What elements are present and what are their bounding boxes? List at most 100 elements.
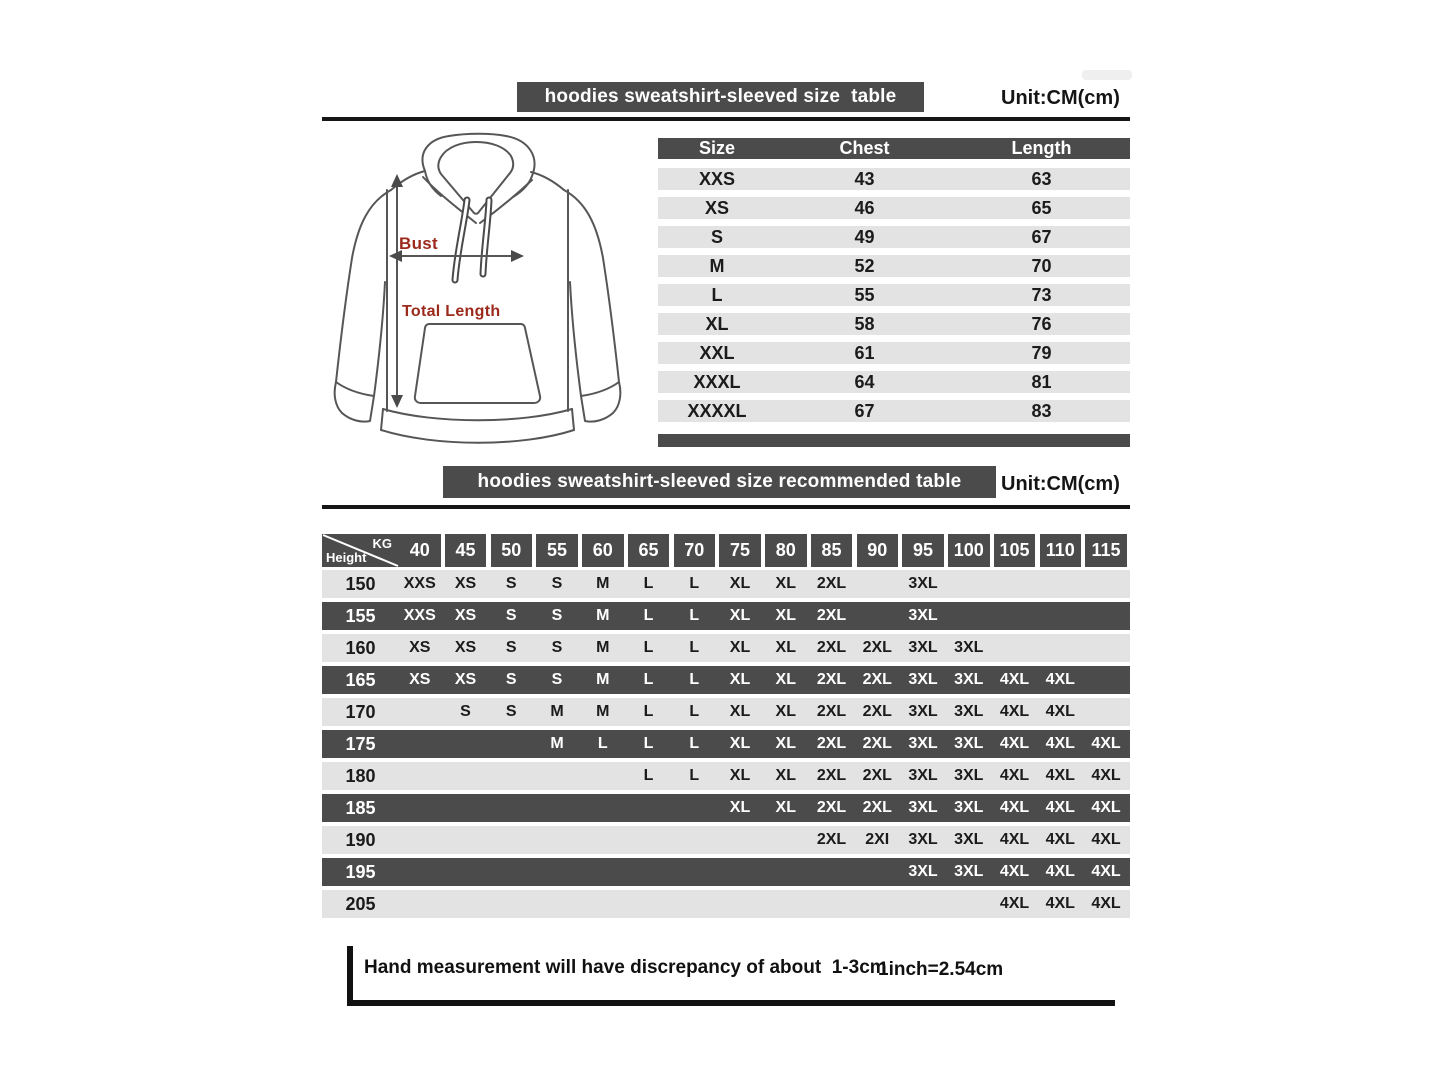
recommended-size-cell: S [460, 703, 471, 720]
recommended-size-cell: 3XL [908, 639, 938, 656]
height-label: 170 [345, 702, 376, 722]
recommended-size-cell: 4XL [1045, 863, 1075, 880]
recommended-size-cell: XL [729, 703, 751, 720]
weight-column-45: 45 [444, 534, 487, 567]
recommended-size-cell: 3XL [908, 671, 938, 688]
length-cell: 83 [1031, 401, 1052, 421]
recommended-size-cell: 2XL [816, 735, 847, 752]
recommended-size-cell: S [505, 671, 517, 688]
recommended-size-cell: L [643, 639, 654, 656]
size-cell: L [711, 285, 723, 305]
length-cell: 67 [1031, 227, 1052, 247]
height-row-165: 165 XS XS S S M L L XL XL 2XL 2XL 3XL 3XL 4XL 4XL [322, 666, 1130, 694]
recommended-size-cell: L [643, 607, 654, 624]
recommended-size-cell: 4XL [1045, 671, 1075, 688]
height-row-170: 170 S S M M L L XL XL 2XL 2XL 3XL 3XL 4XL 4XL [322, 698, 1130, 726]
recommended-size-cell: XL [775, 671, 796, 688]
recommended-size-cell: XXS [403, 575, 436, 592]
recommended-size-cell: XL [775, 639, 796, 656]
recommended-size-cell: 3XL [954, 863, 984, 880]
recommended-size-cell: M [596, 671, 610, 688]
size-table-title-bar: hoodies sweatshirt-sleeved size table [517, 82, 924, 112]
recommended-size-cell: 4XL [999, 735, 1030, 752]
recommended-size-cell: XS [454, 671, 477, 688]
recommended-size-cell: 2XI [865, 831, 890, 848]
recommended-size-cell: XS [454, 639, 477, 656]
recommended-size-cell: 2XL [862, 735, 892, 752]
recommended-size-cell: S [551, 671, 563, 688]
recommended-size-cell: S [551, 639, 563, 656]
recommended-size-cell: XS [454, 575, 477, 592]
chest-cell: 55 [854, 285, 875, 305]
recommended-size-cell: 2XL [816, 639, 847, 656]
recommended-size-cell: 4XL [1045, 735, 1075, 752]
recommended-size-cell: 3XL [954, 831, 984, 848]
measurement-note: Hand measurement will have discrepancy o… [364, 957, 887, 978]
chest-cell: 46 [854, 198, 875, 218]
height-row-175: 175 M L L L XL XL 2XL 2XL 3XL 3XL 4XL 4XL 4XL [322, 730, 1130, 758]
corner-diagonal [322, 534, 399, 567]
recommended-size-cell: XS [454, 607, 477, 624]
footer-left-bar [347, 946, 353, 1006]
size-table-row-xxs: XXS 43 63 [658, 168, 1130, 190]
recommended-size-cell: 4XL [1091, 831, 1121, 848]
weight-header-row: KG Height 40 45 50 55 60 65 70 75 80 85 90 95 100 105… [322, 534, 1130, 567]
recommended-size-cell: 4XL [1091, 735, 1121, 752]
length-cell: 70 [1031, 256, 1052, 276]
weight-column-95: 95 [902, 534, 944, 567]
height-label: 195 [345, 862, 376, 882]
size-table-header-size: Size [698, 138, 736, 158]
recommended-size-cell: 2XL [862, 639, 892, 656]
size-table-row-xs: XS 46 65 [658, 197, 1130, 219]
recommended-size-cell: XL [729, 767, 751, 784]
recommended-size-cell: XL [775, 703, 796, 720]
weight-column-70: 70 [673, 534, 715, 567]
recommended-size-cell: 3XL [954, 735, 984, 752]
recommended-size-cell: 4XL [1091, 767, 1121, 784]
height-row-185: 185 XL XL 2XL 2XL 3XL 3XL 4XL 4XL 4XL [322, 794, 1130, 822]
recommended-size-cell: 3XL [908, 799, 938, 816]
recommended-size-cell: L [689, 607, 700, 624]
height-row-205: 205 4XL 4XL 4XL [322, 890, 1130, 918]
recommended-size-cell: 2XL [816, 703, 847, 720]
recommended-size-cell: 2XL [862, 703, 892, 720]
recommended-size-cell: 2XL [816, 767, 847, 784]
height-row-160: 160 XS XS S S M L L XL XL 2XL 2XL 3XL 3XL [322, 634, 1130, 662]
footer-bottom-bar [347, 1000, 1115, 1006]
recommended-size-cell: 3XL [908, 735, 938, 752]
weight-column-85: 85 [810, 534, 853, 567]
recommended-size-cell: XS [409, 671, 431, 688]
recommended-size-cell: S [505, 607, 517, 624]
size-table-header-row: Size Chest Length [658, 138, 1130, 159]
length-cell: 65 [1031, 198, 1052, 218]
size-table-bottom-bar [658, 434, 1130, 447]
size-cell: S [710, 227, 723, 247]
size-cell: XXXXL [687, 401, 747, 421]
size-table-row-m: M 52 70 [658, 255, 1130, 277]
recommended-size-cell: M [550, 703, 564, 720]
corner-height-label: Height [326, 550, 367, 565]
recommended-size-cell: L [597, 735, 608, 752]
size-table-row-l: L 55 73 [658, 284, 1130, 306]
weight-column-110: 110 [1039, 534, 1081, 567]
recommended-size-cell: 3XL [908, 575, 938, 592]
size-table-row-xxl: XXL 61 79 [658, 342, 1130, 364]
size-cell: M [709, 256, 725, 276]
size-table-title: hoodies sweatshirt-sleeved size table [544, 86, 897, 107]
height-row-155: 155 XXS XS S S M L L XL XL 2XL 3XL [322, 602, 1130, 630]
recommended-size-cell: 2XL [816, 799, 847, 816]
size-table-row-s: S 49 67 [658, 226, 1130, 248]
recommended-size-cell: L [643, 703, 654, 720]
chest-cell: 61 [854, 343, 875, 363]
hoodie-diagram [333, 132, 622, 444]
recommended-size-cell: S [505, 703, 517, 720]
recommended-size-cell: M [596, 575, 610, 592]
recommended-size-cell: 4XL [1045, 831, 1075, 848]
recommended-size-cell: 4XL [1045, 799, 1075, 816]
scan-artifact [1082, 70, 1132, 80]
recommended-size-cell: XS [409, 639, 431, 656]
bust-label: Bust [399, 234, 438, 253]
recommended-size-cell: M [550, 735, 564, 752]
height-label: 205 [345, 894, 376, 914]
